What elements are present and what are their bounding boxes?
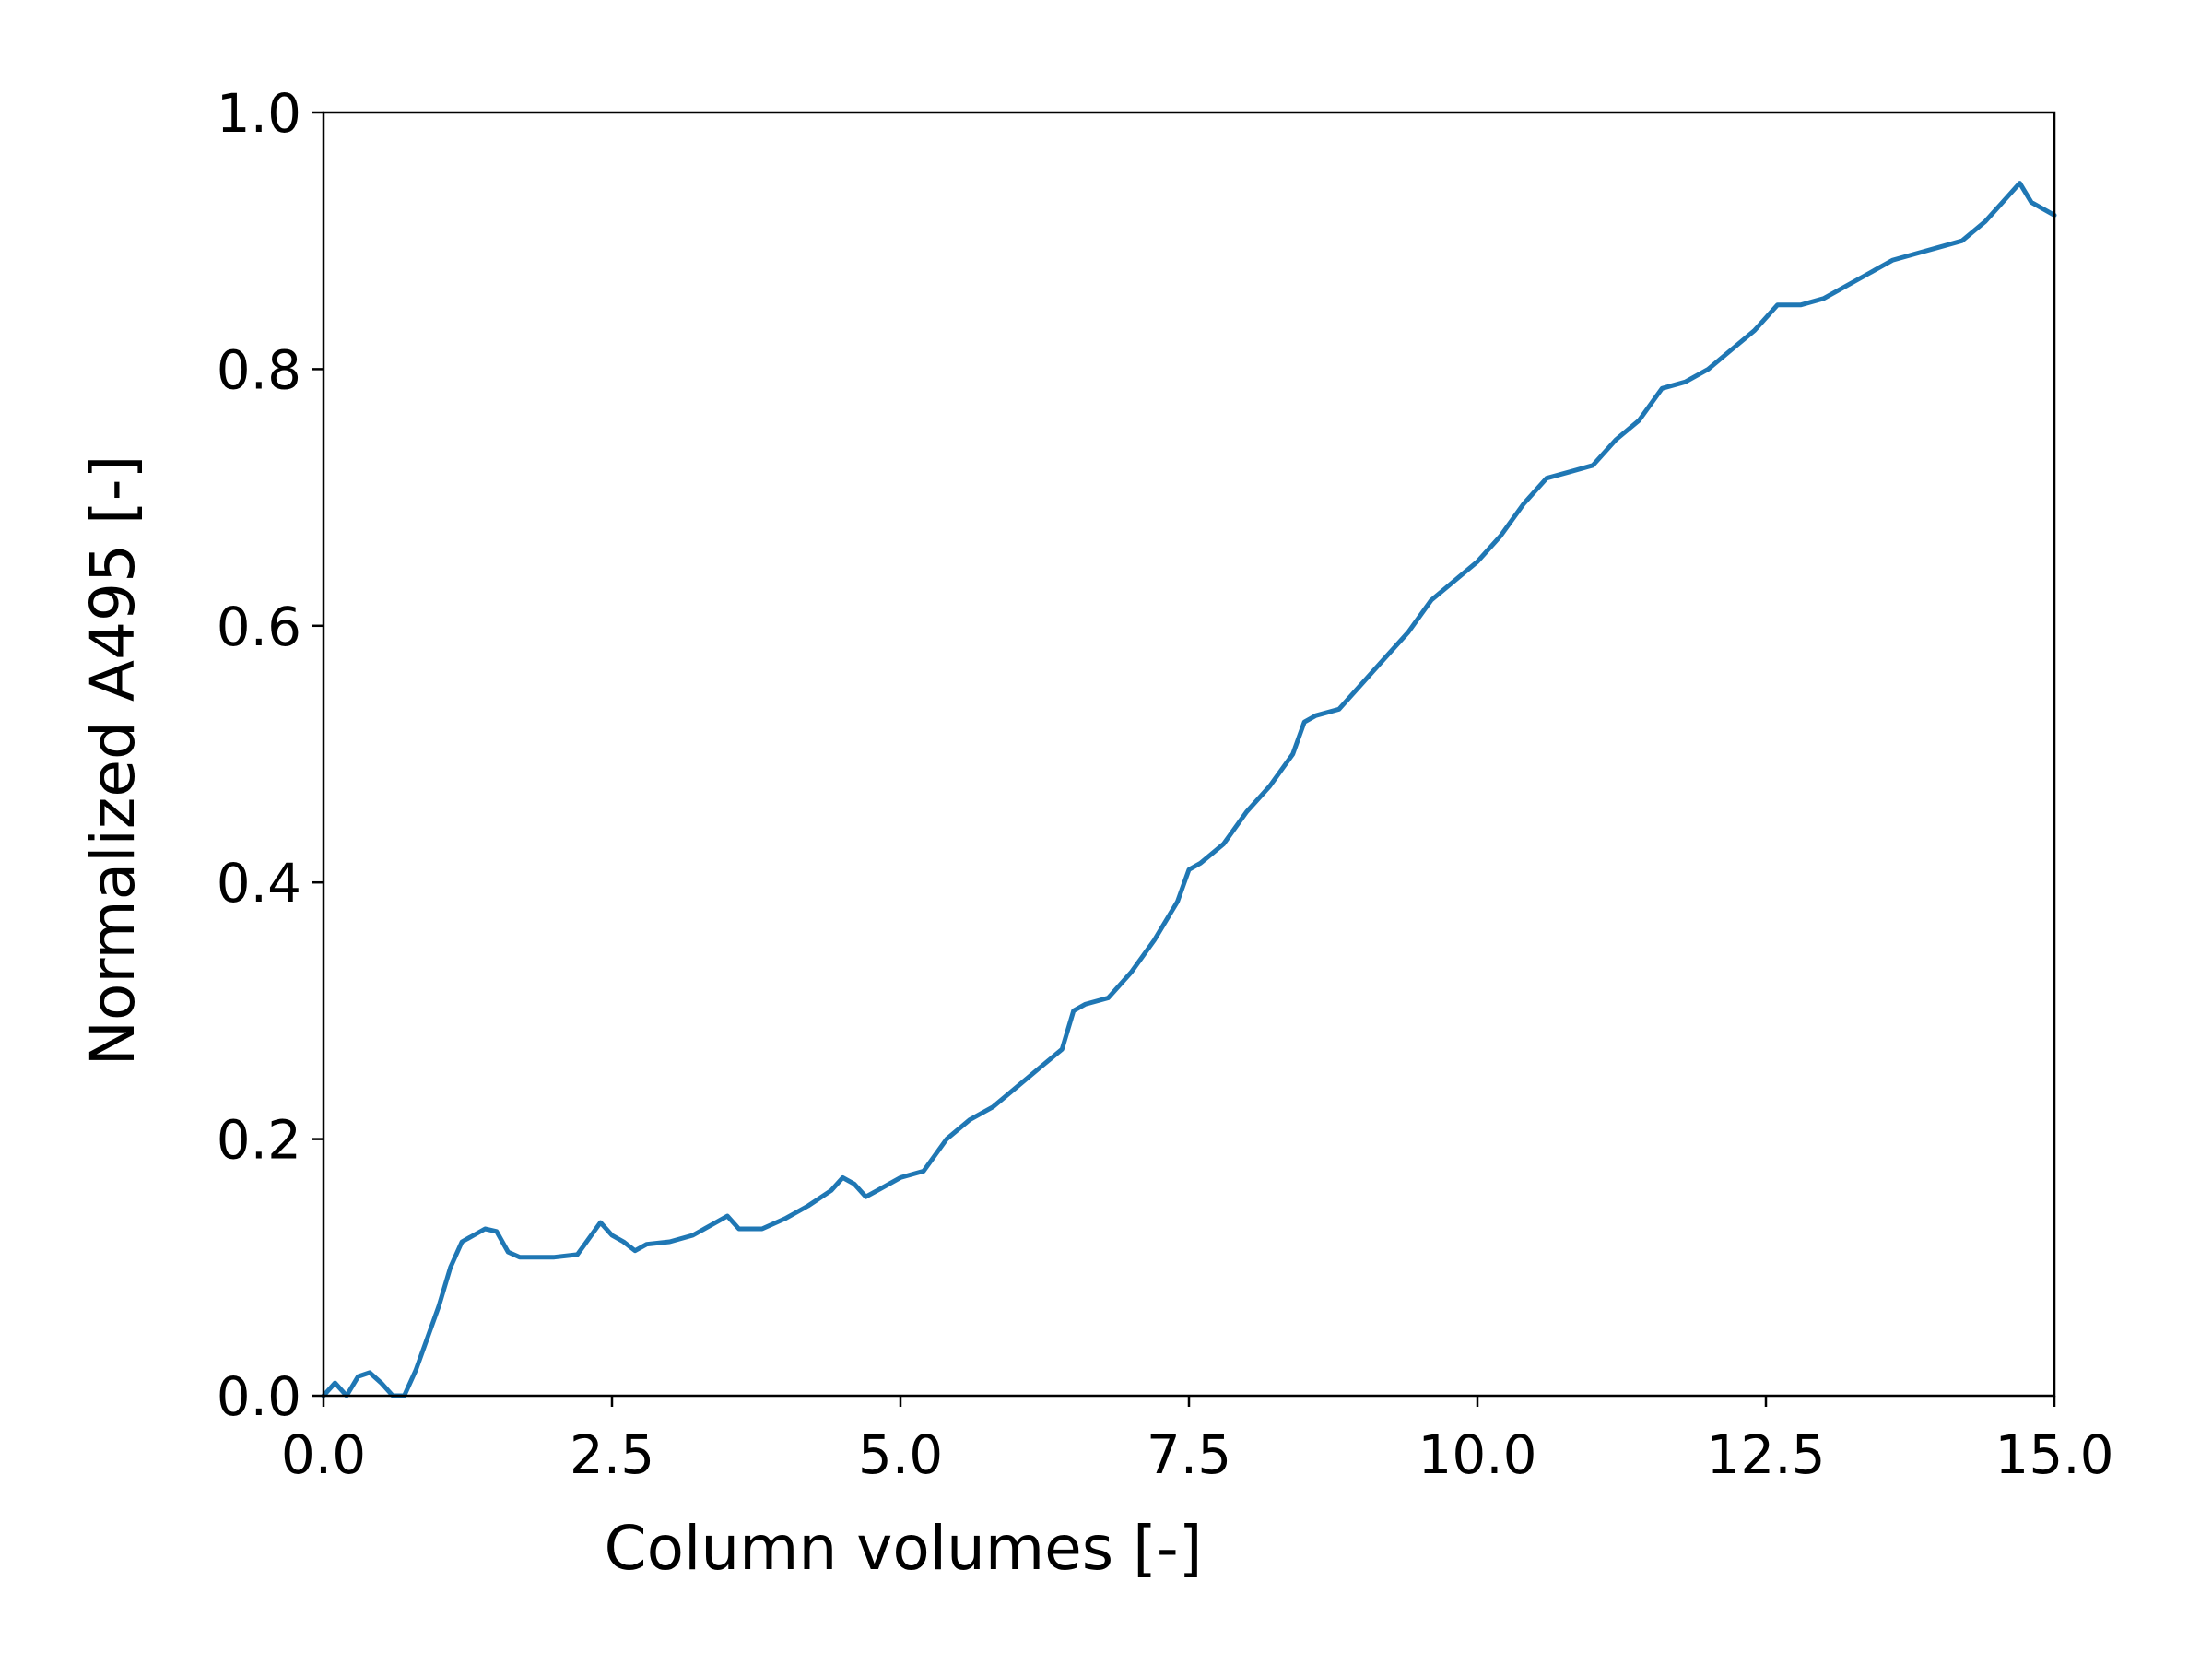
- x-tick-label: 5.0: [858, 1423, 943, 1486]
- series-line-0: [321, 181, 2057, 1398]
- y-tick-label: 1.0: [217, 82, 301, 145]
- axes-layer: 0.0 2.5 5.0 7.5 10.0 12.5 15.0 0.0 0.2 0.4 0.6 0.8 1…: [217, 82, 2114, 1486]
- y-tick-label: 0.0: [217, 1365, 301, 1428]
- x-axis-label: Column volumes [-]: [605, 1513, 1203, 1584]
- x-tick-label: 2.5: [570, 1423, 654, 1486]
- x-tick-label: 10.0: [1418, 1423, 1536, 1486]
- y-tick-label: 0.2: [217, 1109, 301, 1172]
- y-axis-label: Normalized A495 [-]: [77, 455, 148, 1067]
- x-tick-label: 7.5: [1147, 1423, 1231, 1486]
- y-tick-label: 0.8: [217, 338, 301, 401]
- x-tick-label: 12.5: [1706, 1423, 1825, 1486]
- plot-layer: [321, 181, 2057, 1398]
- y-tick-label: 0.6: [217, 596, 301, 658]
- x-tick-label: 15.0: [1994, 1423, 2113, 1486]
- x-tick-label: 0.0: [281, 1423, 366, 1486]
- y-tick-label: 0.4: [217, 852, 301, 915]
